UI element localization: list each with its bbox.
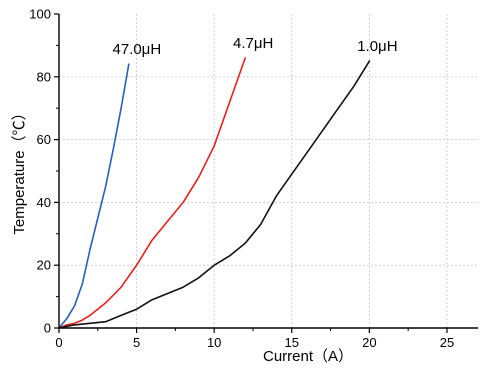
series-labels: 47.0μH 4.7μH 1.0μH <box>112 35 397 58</box>
series-label-3: 1.0μH <box>357 38 397 55</box>
x-tick-label: 25 <box>440 335 454 350</box>
series-lines <box>58 57 371 329</box>
y-axis-title: Temperature（℃） <box>11 105 28 234</box>
y-tick-label: 100 <box>29 7 51 22</box>
y-tick-label: 60 <box>37 132 51 147</box>
x-tick-label: 10 <box>207 335 221 350</box>
series-label-1: 47.0μH <box>112 41 161 58</box>
tick-labels: 0 5 10 15 20 25 0 20 40 60 80 100 <box>29 7 454 351</box>
grid <box>59 14 478 328</box>
x-axis-title: Current（A） <box>263 348 353 365</box>
y-tick-label: 80 <box>37 69 51 84</box>
x-tick-label: 0 <box>55 335 62 350</box>
x-tick-label: 15 <box>285 335 299 350</box>
axes <box>54 13 478 333</box>
y-tick-label: 20 <box>37 258 51 273</box>
y-tick-label: 0 <box>44 321 51 336</box>
series-label-2: 4.7μH <box>233 35 273 52</box>
x-tick-label: 5 <box>133 335 140 350</box>
series-line-2 <box>58 57 246 329</box>
series-line-3 <box>58 60 371 329</box>
x-tick-label: 20 <box>362 335 376 350</box>
series-line-1 <box>58 63 130 329</box>
y-tick-label: 40 <box>37 195 51 210</box>
